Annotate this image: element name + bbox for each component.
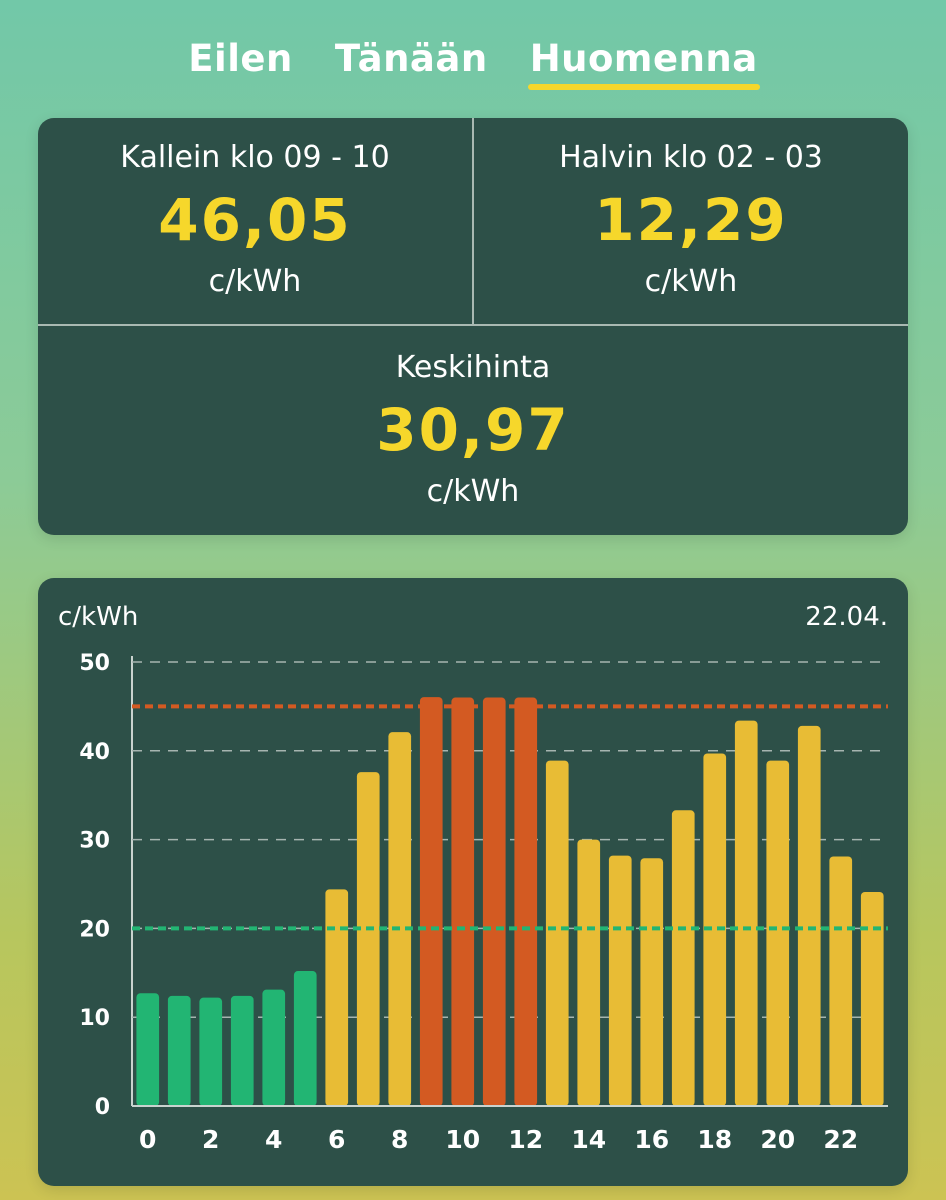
- most-expensive-label: Kallein klo 09 - 10: [120, 136, 389, 180]
- price-bar: [231, 996, 254, 1106]
- most-expensive-hour: Kallein klo 09 - 10 46,05 c/kWh: [38, 136, 472, 304]
- price-bar: [514, 698, 537, 1106]
- price-bar: [136, 993, 159, 1106]
- tab-tomorrow[interactable]: Huomenna: [530, 36, 758, 90]
- day-tabs: Eilen Tänään Huomenna: [0, 36, 946, 96]
- y-tick-label: 20: [79, 917, 110, 942]
- hourly-price-chart-card: c/kWh 22.04. 0 10 20 30 40 50 0 2 4 6 8 10 12 14 16 18 2…: [38, 578, 908, 1186]
- price-bar: [199, 998, 222, 1106]
- x-tick-label: 4: [265, 1125, 282, 1154]
- x-tick-label: 8: [391, 1125, 408, 1154]
- price-bar: [766, 761, 789, 1106]
- price-bar: [451, 698, 474, 1106]
- price-bar: [357, 772, 380, 1106]
- most-expensive-value: 46,05: [158, 180, 351, 260]
- x-tick-label: 12: [508, 1125, 543, 1154]
- x-tick-label: 0: [139, 1125, 156, 1154]
- price-bar: [168, 996, 191, 1106]
- tab-yesterday[interactable]: Eilen: [188, 36, 293, 90]
- price-bar: [609, 856, 632, 1106]
- price-bar: [325, 889, 348, 1106]
- price-bar: [861, 892, 884, 1106]
- tab-today[interactable]: Tänään: [335, 36, 488, 90]
- cheapest-label: Halvin klo 02 - 03: [559, 136, 823, 180]
- average-price: Keskihinta 30,97 c/kWh: [38, 346, 908, 514]
- y-tick-label: 10: [79, 1006, 110, 1031]
- price-bar: [735, 721, 758, 1106]
- cheapest-hour: Halvin klo 02 - 03 12,29 c/kWh: [474, 136, 908, 304]
- price-bar: [420, 697, 443, 1106]
- price-bar: [262, 990, 285, 1106]
- cheapest-unit: c/kWh: [645, 260, 738, 304]
- price-bar: [798, 726, 821, 1106]
- price-bar: [546, 761, 569, 1106]
- average-unit: c/kWh: [427, 470, 520, 514]
- price-bar: [483, 698, 506, 1106]
- most-expensive-unit: c/kWh: [209, 260, 302, 304]
- x-tick-label: 6: [328, 1125, 345, 1154]
- price-bar: [640, 858, 663, 1106]
- y-tick-label: 30: [79, 829, 110, 854]
- cheapest-value: 12,29: [594, 180, 787, 260]
- x-tick-label: 10: [445, 1125, 480, 1154]
- average-label: Keskihinta: [396, 346, 550, 390]
- price-bar: [672, 810, 695, 1106]
- average-value: 30,97: [376, 390, 569, 470]
- x-tick-label: 18: [697, 1125, 732, 1154]
- price-bar: [294, 971, 317, 1106]
- y-tick-label: 50: [79, 651, 110, 676]
- price-bar: [388, 732, 411, 1106]
- price-summary-card: Kallein klo 09 - 10 46,05 c/kWh Halvin k…: [38, 118, 908, 535]
- x-tick-label: 14: [571, 1125, 606, 1154]
- y-tick-label: 40: [79, 740, 110, 765]
- x-tick-label: 16: [634, 1125, 669, 1154]
- x-tick-label: 22: [823, 1125, 858, 1154]
- price-bar: [577, 840, 600, 1106]
- hourly-price-bar-chart: 0 10 20 30 40 50 0 2 4 6 8 10 12 14 16 18 20 22: [38, 578, 908, 1186]
- x-tick-label: 2: [202, 1125, 219, 1154]
- x-tick-label: 20: [760, 1125, 795, 1154]
- horizontal-divider: [38, 324, 908, 326]
- y-tick-label: 0: [95, 1095, 110, 1120]
- price-bar: [829, 856, 852, 1106]
